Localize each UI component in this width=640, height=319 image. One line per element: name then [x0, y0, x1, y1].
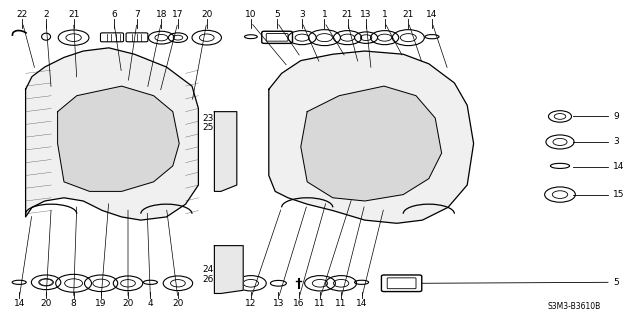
Text: 13: 13: [360, 10, 372, 19]
Text: 20: 20: [40, 299, 52, 308]
Text: 14: 14: [13, 299, 25, 308]
Polygon shape: [301, 86, 442, 201]
Text: 19: 19: [95, 299, 107, 308]
Text: 1: 1: [322, 10, 327, 19]
Text: 13: 13: [273, 299, 284, 308]
Text: 1: 1: [382, 10, 387, 19]
Text: 23: 23: [202, 114, 214, 122]
Text: 11: 11: [314, 299, 326, 308]
Text: 21: 21: [342, 10, 353, 19]
Text: 2: 2: [44, 10, 49, 19]
Polygon shape: [58, 86, 179, 191]
Text: 25: 25: [202, 123, 214, 132]
Text: 11: 11: [335, 299, 347, 308]
Text: 7: 7: [134, 10, 140, 19]
Text: 16: 16: [293, 299, 305, 308]
Text: 8: 8: [71, 299, 76, 308]
Polygon shape: [214, 246, 243, 293]
Text: 4: 4: [148, 299, 153, 308]
Text: 10: 10: [245, 10, 257, 19]
Text: 5: 5: [613, 278, 619, 287]
Text: 12: 12: [245, 299, 257, 308]
Text: 21: 21: [403, 10, 414, 19]
Text: 20: 20: [122, 299, 134, 308]
Text: 6: 6: [111, 10, 116, 19]
Text: 14: 14: [356, 299, 367, 308]
Text: 3: 3: [300, 10, 305, 19]
Polygon shape: [214, 112, 237, 191]
Text: 20: 20: [201, 10, 212, 19]
Polygon shape: [26, 48, 198, 220]
Text: 5: 5: [275, 10, 280, 19]
Text: 24: 24: [202, 265, 214, 274]
Text: S3M3-B3610B: S3M3-B3610B: [547, 302, 600, 311]
Text: 14: 14: [613, 162, 625, 171]
Text: 9: 9: [613, 112, 619, 121]
Text: 21: 21: [68, 10, 79, 19]
Text: 17: 17: [172, 10, 184, 19]
Text: 15: 15: [613, 190, 625, 199]
Text: 20: 20: [172, 299, 184, 308]
Text: 22: 22: [17, 10, 28, 19]
Text: 3: 3: [613, 137, 619, 146]
Text: 14: 14: [426, 10, 438, 19]
Text: 26: 26: [202, 275, 214, 284]
Polygon shape: [269, 51, 474, 223]
Text: 18: 18: [156, 10, 167, 19]
